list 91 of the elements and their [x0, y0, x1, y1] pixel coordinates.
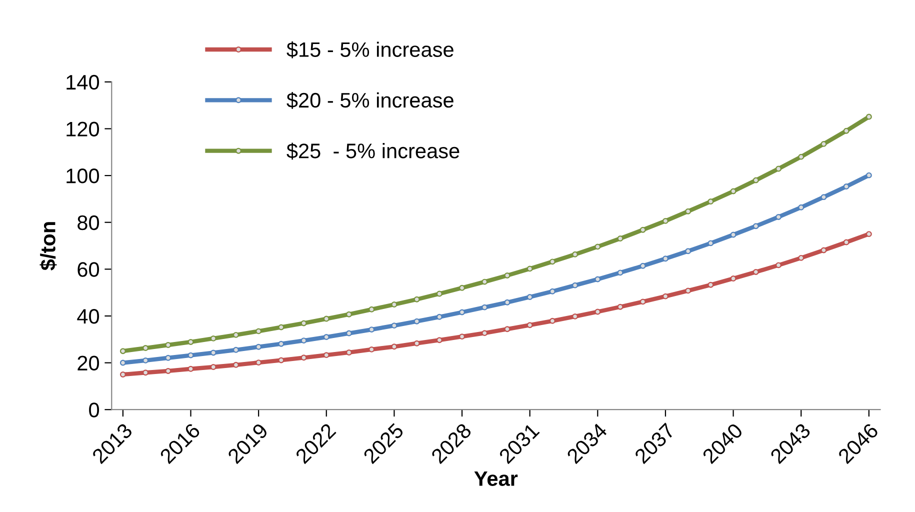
point — [504, 272, 510, 278]
point — [776, 166, 782, 172]
point — [256, 328, 262, 334]
point — [346, 330, 352, 336]
point — [210, 335, 216, 342]
point — [504, 299, 510, 306]
point — [617, 304, 624, 310]
point — [662, 293, 668, 300]
point — [594, 308, 601, 315]
point — [730, 276, 736, 282]
point — [120, 372, 126, 378]
point — [549, 258, 556, 265]
point — [820, 140, 827, 147]
point — [414, 318, 420, 324]
point — [482, 278, 488, 285]
legend-label: $20 - 5% increase — [286, 92, 454, 109]
point — [188, 338, 194, 345]
point — [662, 218, 668, 224]
point — [436, 290, 442, 297]
point — [776, 214, 782, 220]
point — [866, 114, 872, 120]
point — [617, 270, 624, 276]
y-tick-label: 20 — [78, 356, 100, 371]
point — [572, 251, 578, 258]
point — [685, 248, 692, 254]
point — [549, 318, 556, 324]
y-tick-label: 140 — [66, 74, 100, 90]
point — [414, 296, 420, 302]
point — [662, 256, 668, 262]
point — [188, 352, 194, 358]
point — [549, 288, 556, 294]
legend-label: $25 - 5% increase — [286, 142, 460, 160]
point — [798, 154, 804, 160]
point — [391, 322, 398, 329]
point — [391, 302, 398, 308]
point — [300, 338, 307, 344]
point — [594, 244, 601, 250]
point — [617, 236, 624, 242]
y-tick-label: 40 — [77, 308, 100, 324]
point — [752, 177, 759, 184]
point — [391, 344, 398, 350]
point — [843, 239, 850, 246]
point — [323, 334, 330, 340]
legend-label: $15 - 5% increase — [286, 41, 454, 58]
point — [730, 232, 736, 238]
point — [504, 326, 510, 332]
point — [278, 324, 284, 330]
point — [594, 276, 601, 282]
point — [843, 184, 850, 190]
point — [323, 316, 330, 322]
point — [459, 334, 466, 340]
y-tick-label: 0 — [89, 402, 100, 418]
point — [730, 188, 736, 194]
point — [436, 314, 442, 320]
y-tick-label: 100 — [66, 168, 100, 184]
point — [843, 128, 850, 134]
point — [640, 298, 646, 305]
point — [120, 360, 126, 366]
point — [752, 223, 759, 230]
point — [278, 340, 284, 347]
point — [685, 288, 692, 294]
point — [866, 172, 872, 178]
point — [572, 282, 578, 288]
point — [798, 254, 804, 261]
point — [640, 226, 646, 233]
point — [708, 240, 714, 246]
point — [820, 247, 827, 254]
point — [482, 330, 488, 336]
y-tick-label: 120 — [66, 122, 100, 136]
point — [120, 348, 126, 354]
point — [820, 194, 827, 200]
x-axis-title: Year — [474, 471, 518, 486]
point — [414, 340, 420, 346]
point — [526, 266, 533, 272]
y-tick-label: 60 — [78, 262, 100, 277]
point — [685, 208, 692, 214]
point — [866, 231, 872, 238]
y-tick-label: 80 — [78, 215, 100, 230]
point — [346, 350, 352, 356]
point — [708, 282, 714, 288]
point — [482, 304, 488, 310]
point — [708, 198, 714, 205]
point — [798, 204, 804, 210]
point — [459, 284, 466, 291]
point — [459, 309, 466, 316]
y-axis-title: $/ton — [40, 222, 57, 270]
point — [752, 268, 759, 275]
point — [346, 311, 352, 318]
point — [776, 262, 782, 268]
point — [526, 294, 533, 300]
point — [640, 262, 646, 269]
